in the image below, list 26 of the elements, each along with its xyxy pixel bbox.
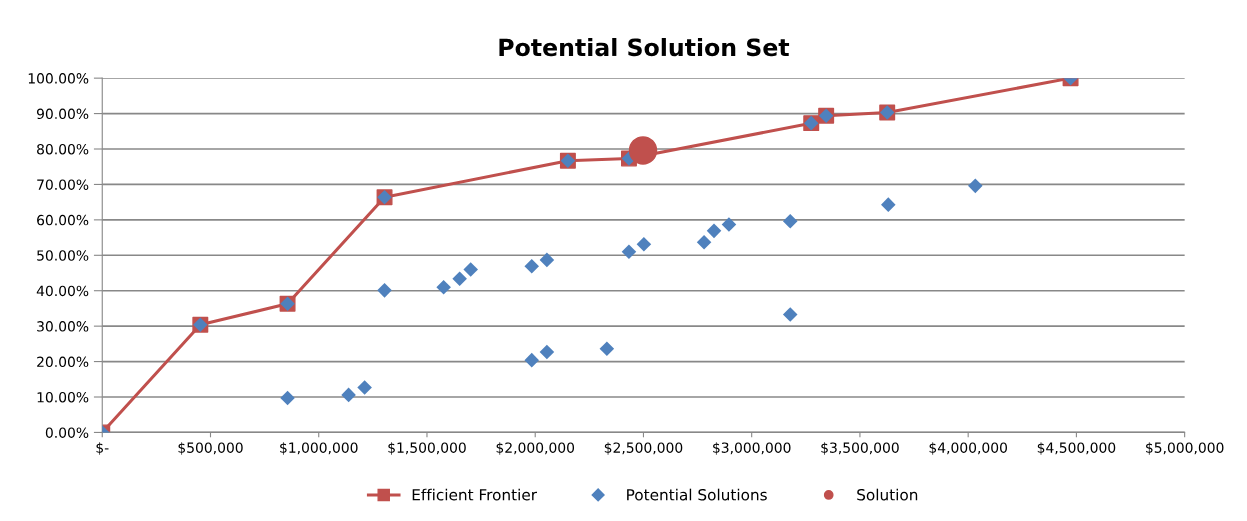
x-tick-label: $1,500,000 — [388, 442, 466, 455]
x-tick-label: $3,000,000 — [713, 442, 791, 455]
y-tick-label: 10.00% — [37, 391, 89, 403]
x-tick-label: $3,500,000 — [821, 442, 899, 455]
x-tick-label: $2,000,000 — [496, 442, 575, 455]
x-tick-label: $5,000,000 — [1146, 442, 1224, 455]
legend-label: Potential Solutions — [627, 488, 767, 501]
x-tick-label: $500,000 — [178, 442, 243, 455]
x-tick-label: $1,000,000 — [280, 442, 358, 455]
y-tick-label: 80.00% — [37, 143, 89, 155]
x-tick-label: $4,000,000 — [929, 442, 1008, 455]
legend-label: Solution — [857, 488, 918, 501]
x-tick-label: $2,500,000 — [604, 442, 683, 455]
y-tick-label: 30.00% — [37, 321, 89, 332]
y-tick-label: 40.00% — [36, 285, 89, 297]
x-tick-label: $- — [96, 442, 109, 455]
y-tick-label: 0.00% — [45, 427, 89, 438]
y-tick-label: 70.00% — [37, 179, 89, 190]
x-tick-label: $4,500,000 — [1037, 442, 1116, 455]
chart-title: Potential Solution Set — [499, 37, 790, 57]
y-tick-label: 20.00% — [37, 356, 89, 368]
legend-label: Efficient Frontier — [412, 488, 538, 501]
y-tick-label: 100.00% — [28, 73, 89, 84]
y-tick-label: 60.00% — [37, 214, 89, 226]
y-tick-label: 90.00% — [36, 108, 89, 120]
y-tick-label: 50.00% — [37, 250, 89, 261]
